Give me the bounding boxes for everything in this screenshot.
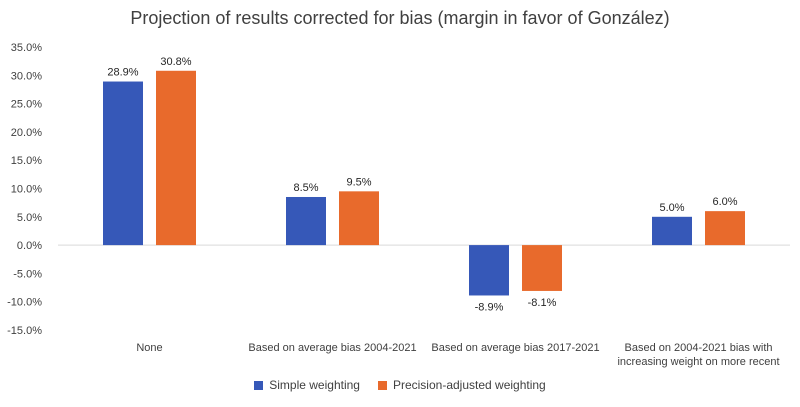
category-label: Based on average bias 2004-2021 (248, 342, 416, 354)
data-label: -8.1% (528, 297, 557, 309)
y-tick-label: 0.0% (17, 240, 42, 252)
legend-item-simple: Simple weighting (254, 378, 360, 392)
y-tick-label: 10.0% (11, 184, 42, 196)
category-label: increasing weight on more recent (617, 356, 779, 368)
data-label: 8.5% (293, 182, 318, 194)
bar-precision (522, 245, 562, 291)
legend-label-simple: Simple weighting (269, 378, 360, 392)
category-label: Based on average bias 2017-2021 (431, 342, 599, 354)
legend-label-precision: Precision-adjusted weighting (392, 378, 546, 392)
legend-swatch-simple (254, 380, 264, 390)
data-label: 6.0% (712, 196, 737, 208)
chart-title: Projection of results corrected for bias… (130, 8, 670, 28)
category-label: None (136, 342, 162, 354)
y-tick-label: -15.0% (7, 325, 42, 337)
data-label: 5.0% (659, 202, 684, 214)
y-tick-label: 25.0% (11, 99, 42, 111)
bar-simple (286, 196, 326, 246)
y-tick-label: 5.0% (17, 212, 42, 224)
bar-precision (156, 70, 196, 246)
legend-item-precision: Precision-adjusted weighting (377, 378, 546, 392)
y-tick-label: 30.0% (11, 70, 42, 82)
bar-simple (469, 245, 509, 296)
data-label: 28.9% (107, 67, 138, 79)
data-label: -8.9% (475, 301, 504, 313)
bar-precision (705, 211, 745, 246)
y-tick-label: -10.0% (7, 297, 42, 309)
y-tick-label: 20.0% (11, 127, 42, 139)
legend-swatch-precision (377, 380, 387, 390)
legend: Simple weighting Precision-adjusted weig… (0, 378, 800, 392)
y-tick-label: 35.0% (11, 42, 42, 54)
data-label: 30.8% (160, 56, 191, 68)
bar-simple (652, 216, 692, 246)
data-label: 9.5% (346, 176, 371, 188)
bar-simple (103, 81, 143, 246)
category-label: Based on 2004-2021 bias with (625, 342, 773, 354)
bar-precision (339, 191, 379, 246)
y-tick-label: 15.0% (11, 155, 42, 167)
y-tick-label: -5.0% (13, 268, 42, 280)
